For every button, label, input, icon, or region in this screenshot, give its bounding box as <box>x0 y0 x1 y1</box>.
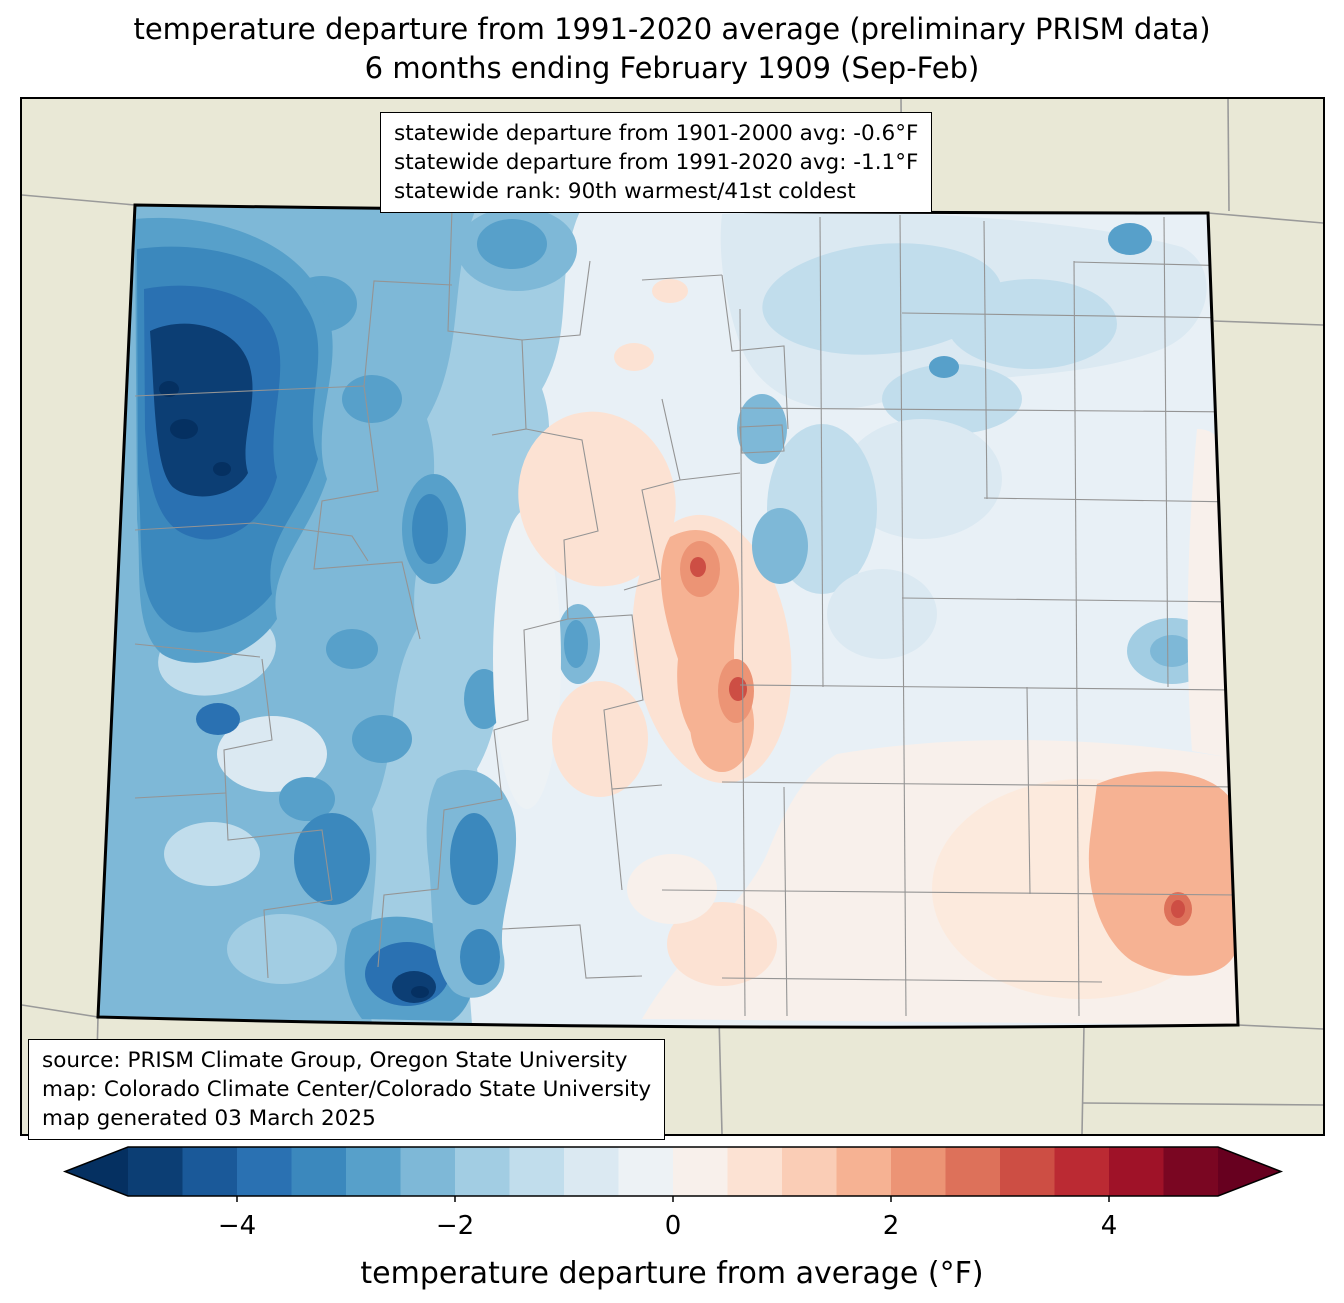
source-box: source: PRISM Climate Group, Oregon Stat… <box>28 1039 666 1140</box>
map-svg <box>22 99 1323 1134</box>
colorbar-axis-label: temperature departure from average (°F) <box>360 1256 983 1291</box>
stats-box: statewide departure from 1901-2000 avg: … <box>380 112 933 213</box>
source-line-1: source: PRISM Climate Group, Oregon Stat… <box>42 1048 628 1073</box>
stats-line-3: statewide rank: 90th warmest/41st coldes… <box>394 179 856 204</box>
temperature-field <box>98 205 1238 1028</box>
svg-text:2: 2 <box>883 1211 900 1241</box>
svg-text:−4: −4 <box>218 1211 256 1241</box>
map-panel: statewide departure from 1901-2000 avg: … <box>20 97 1325 1140</box>
county-borders <box>134 208 1238 1017</box>
title-line1: temperature departure from 1991-2020 ave… <box>133 12 1211 46</box>
colorbar-ticks: −4 −2 0 2 4 <box>218 1196 1117 1241</box>
source-line-2: map: Colorado Climate Center/Colorado St… <box>42 1077 652 1102</box>
figure-title: temperature departure from 1991-2020 ave… <box>0 10 1344 88</box>
stats-line-1: statewide departure from 1901-2000 avg: … <box>394 121 919 146</box>
colorbar-over-arrow <box>1218 1147 1281 1196</box>
source-line-3: map generated 03 March 2025 <box>42 1106 376 1131</box>
colorbar-outline <box>62 1146 1284 1197</box>
title-line2: 6 months ending February 1909 (Sep-Feb) <box>364 51 980 85</box>
stats-line-2: statewide departure from 1991-2020 avg: … <box>394 150 919 175</box>
colorbar-under-arrow <box>65 1147 128 1196</box>
svg-text:0: 0 <box>665 1211 682 1241</box>
colorbar-svg: −4 −2 0 2 4 temperature departure from avera… <box>62 1146 1284 1291</box>
svg-text:4: 4 <box>1101 1211 1118 1241</box>
colorbar: −4 −2 0 2 4 temperature departure from avera… <box>0 1140 1344 1299</box>
colorbar-segments <box>128 1147 1219 1196</box>
svg-text:−2: −2 <box>436 1211 474 1241</box>
